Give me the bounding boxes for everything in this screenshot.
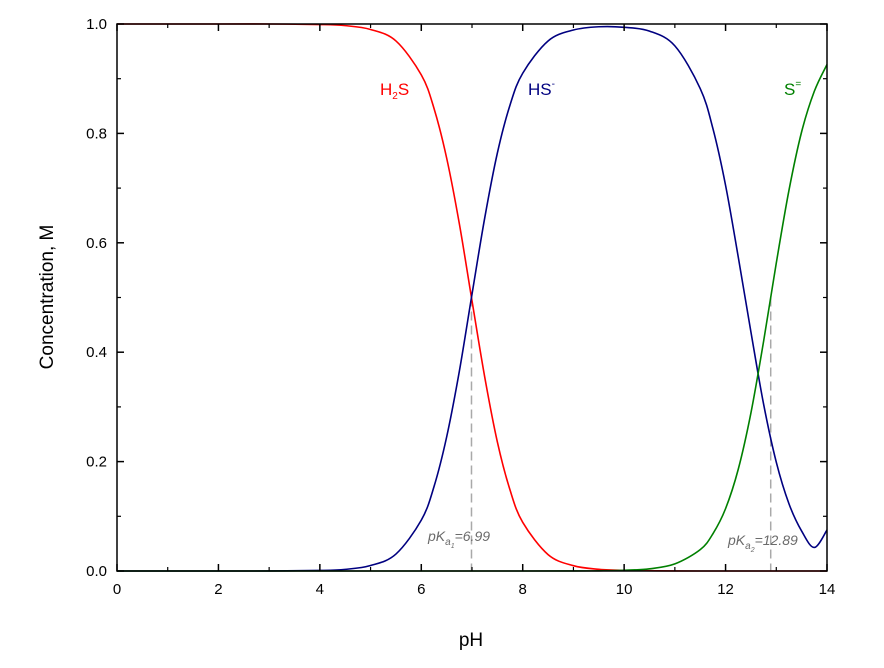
series-layer bbox=[116, 23, 828, 572]
y-tick-label: 0.2 bbox=[86, 454, 107, 471]
pka1-annotation: pKa1=6.99 bbox=[427, 528, 490, 550]
x-axis-title: pH bbox=[459, 630, 483, 651]
x-tick-label: 14 bbox=[819, 581, 836, 598]
x-tick-label: 6 bbox=[417, 581, 425, 598]
x-tick-label: 2 bbox=[214, 581, 222, 598]
x-tick-label: 8 bbox=[519, 581, 527, 598]
x-tick-label: 12 bbox=[717, 581, 734, 598]
pka-reference-lines bbox=[470, 297, 772, 571]
pka2-annotation: pKa2=12.89 bbox=[727, 532, 798, 554]
y-tick-label: 0.8 bbox=[86, 125, 107, 142]
y-tick-label: 0.4 bbox=[86, 344, 107, 361]
x-tick-label: 10 bbox=[616, 581, 633, 598]
series-line-1 bbox=[116, 25, 828, 572]
series-label-s: S= bbox=[784, 79, 801, 99]
y-tick-label: 0.6 bbox=[86, 235, 107, 252]
y-tick-label: 1.0 bbox=[86, 16, 107, 33]
y-tick-label: 0.0 bbox=[86, 563, 107, 580]
series-label-h2s: H2S bbox=[380, 80, 409, 102]
series-label-hs: HS- bbox=[528, 79, 555, 99]
x-tick-label: 0 bbox=[113, 581, 121, 598]
x-tick-label: 4 bbox=[316, 581, 324, 598]
y-axis-title: Concentration, M bbox=[37, 225, 58, 370]
ticks-layer: 0 2 4 6 8 10 12 14 0.0 0.2 0.4 0.6 0.8 1.0 bbox=[86, 16, 835, 598]
